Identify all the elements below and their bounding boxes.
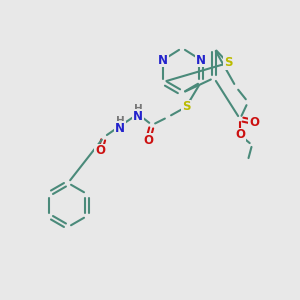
Text: O: O bbox=[249, 116, 259, 128]
Text: O: O bbox=[95, 145, 105, 158]
Text: H: H bbox=[134, 104, 142, 114]
Text: N: N bbox=[133, 110, 143, 122]
Text: N: N bbox=[115, 122, 125, 134]
Text: H: H bbox=[116, 116, 124, 126]
Text: S: S bbox=[182, 100, 190, 113]
Text: O: O bbox=[143, 134, 153, 146]
Text: S: S bbox=[224, 56, 232, 70]
Text: N: N bbox=[196, 53, 206, 67]
Text: O: O bbox=[235, 128, 245, 142]
Text: N: N bbox=[158, 53, 168, 67]
